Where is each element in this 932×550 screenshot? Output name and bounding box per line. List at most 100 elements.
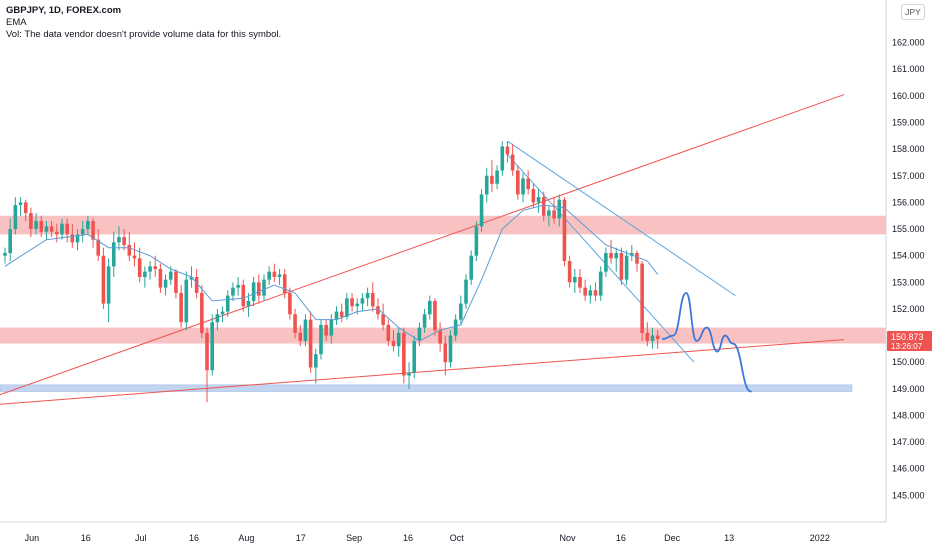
- price-tick-label: 148.000: [892, 410, 925, 420]
- candle-up: [303, 319, 308, 341]
- candle-up: [396, 332, 401, 347]
- candle-down: [370, 292, 375, 307]
- candle-down: [200, 292, 204, 333]
- candle-down: [91, 221, 95, 240]
- price-tick-label: 154.000: [892, 251, 925, 261]
- candle-up: [329, 319, 334, 336]
- price-tag-value: 150.873: [891, 332, 924, 342]
- price-tick-label: 157.000: [892, 171, 925, 181]
- time-tick-label: Sep: [346, 533, 362, 543]
- candle-down: [137, 258, 142, 277]
- red-zone-0: [0, 215, 886, 235]
- candle-up: [500, 146, 505, 171]
- candle-down: [324, 324, 328, 336]
- candle-down: [339, 311, 344, 317]
- candle-down: [308, 319, 313, 368]
- candle-down: [391, 340, 396, 347]
- candle-down: [635, 253, 639, 264]
- candle-up: [106, 266, 111, 304]
- candle-up: [3, 253, 7, 256]
- candle-up: [536, 197, 541, 203]
- candle-up: [547, 210, 551, 216]
- ema-legend[interactable]: EMA: [6, 17, 27, 28]
- candle-up: [143, 271, 147, 277]
- candle-down: [583, 287, 587, 296]
- candle-up: [18, 202, 23, 206]
- candle-down: [132, 255, 137, 259]
- candle-down: [567, 261, 572, 283]
- candle-down: [288, 292, 292, 315]
- candle-up: [650, 335, 655, 341]
- candle-up: [262, 279, 266, 296]
- candle-down: [282, 274, 287, 293]
- blue-zone: [0, 384, 853, 392]
- price-tick-label: 145.000: [892, 490, 925, 500]
- candle-up: [474, 226, 479, 256]
- candle-up: [448, 335, 453, 363]
- candle-up: [624, 255, 629, 280]
- candle-up: [189, 276, 194, 280]
- candle-down: [101, 255, 106, 304]
- candle-down: [402, 332, 406, 376]
- candle-up: [277, 274, 282, 277]
- price-tick-label: 158.000: [892, 144, 925, 154]
- candle-up: [8, 229, 12, 254]
- candle-up: [319, 324, 323, 355]
- time-tick-label: 17: [296, 533, 306, 543]
- candle-up: [184, 279, 189, 323]
- candle-up: [34, 221, 38, 230]
- candle-up: [215, 314, 220, 323]
- candle-up: [117, 237, 121, 243]
- candle-down: [562, 199, 567, 261]
- candle-down: [433, 300, 437, 331]
- time-tick-label: 2022: [810, 533, 830, 543]
- candle-up: [495, 170, 499, 184]
- time-tick-label: 13: [724, 533, 734, 543]
- price-tick-label: 150.000: [892, 357, 925, 367]
- candle-up: [479, 194, 484, 227]
- candle-up: [469, 255, 473, 280]
- candle-up: [521, 178, 525, 195]
- projection-path: [661, 292, 752, 393]
- price-tag-box: [887, 330, 932, 351]
- time-tick-label: Dec: [664, 533, 681, 543]
- candle-up: [267, 271, 271, 280]
- candle-down: [194, 276, 199, 293]
- candle-up: [484, 175, 489, 195]
- candle-up: [629, 253, 634, 256]
- candle-down: [443, 343, 448, 363]
- candle-down: [386, 324, 391, 341]
- candle-up: [231, 287, 235, 296]
- candle-down: [505, 146, 510, 155]
- candle-down: [127, 245, 132, 256]
- candle-down: [65, 223, 69, 235]
- candle-up: [225, 295, 230, 312]
- candle-down: [593, 290, 598, 296]
- price-tick-label: 155.000: [892, 224, 925, 234]
- time-tick-label: 16: [81, 533, 91, 543]
- candle-down: [510, 154, 515, 171]
- time-tick-label: Jul: [135, 533, 147, 543]
- candle-up: [417, 327, 422, 341]
- price-tag-countdown: 13:26:07: [891, 342, 923, 351]
- candle-up: [80, 229, 85, 235]
- candle-up: [345, 298, 349, 317]
- candle-down: [49, 226, 54, 232]
- candle-down: [174, 271, 178, 293]
- candle-down: [205, 332, 209, 371]
- candle-down: [70, 234, 75, 243]
- time-tick-label: Nov: [560, 533, 577, 543]
- candle-down: [55, 231, 59, 235]
- candle-down: [578, 276, 582, 288]
- price-tick-label: 162.000: [892, 38, 925, 48]
- candle-down: [298, 332, 303, 341]
- candle-up: [60, 223, 64, 235]
- currency-badge[interactable]: JPY: [901, 4, 925, 20]
- symbol-title[interactable]: GBPJPY, 1D, FOREX.com: [6, 5, 122, 16]
- price-tick-label: 147.000: [892, 437, 925, 447]
- candle-up: [44, 226, 49, 232]
- candle-up: [355, 303, 360, 307]
- candle-up: [557, 199, 562, 219]
- candle-up: [604, 253, 608, 272]
